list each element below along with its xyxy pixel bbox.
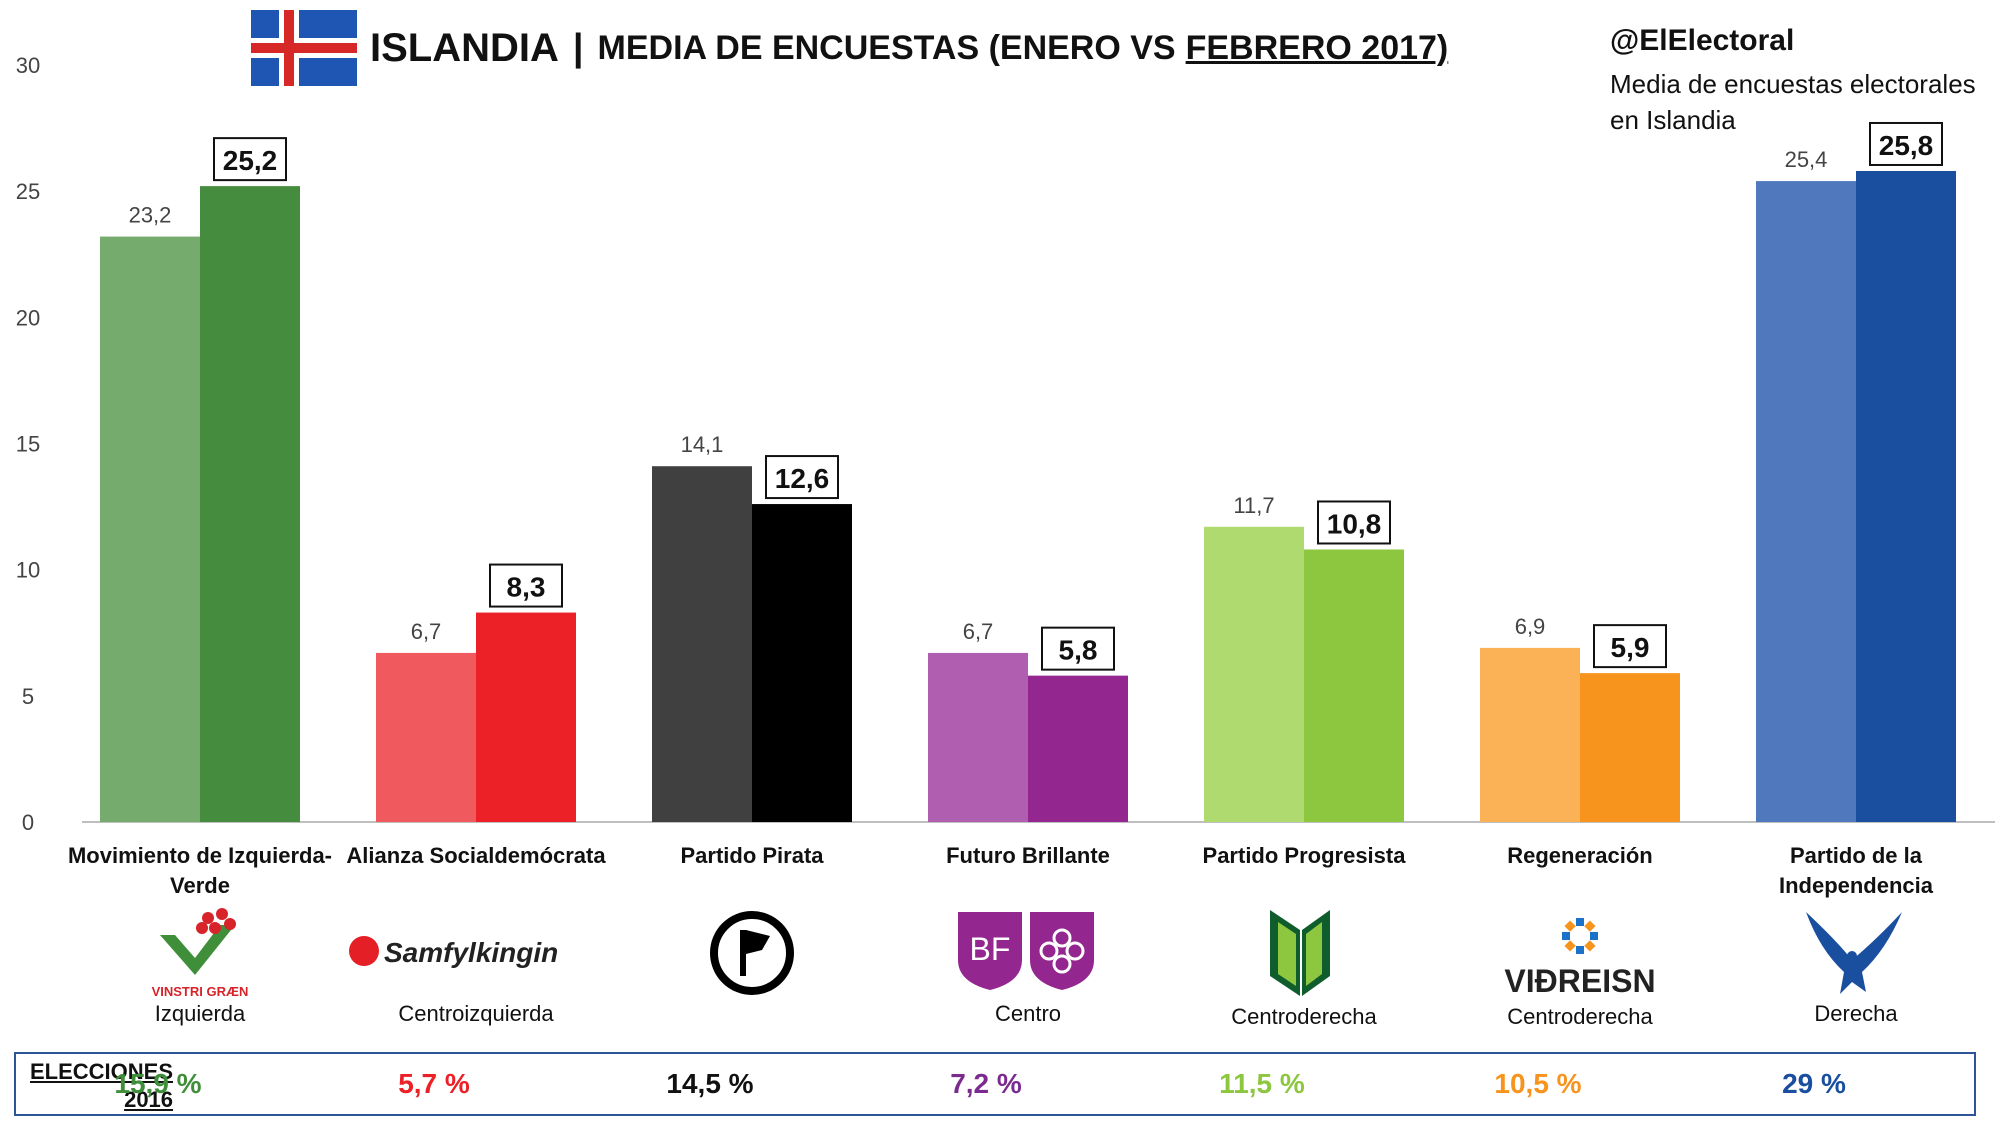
title-subtitle-underlined: FEBRERO 2017) [1185, 29, 1449, 67]
title-subtitle: MEDIA DE ENCUESTAS (ENERO VS [597, 29, 1176, 67]
data-label-box [489, 563, 563, 608]
ideology-label: Derecha [1814, 1001, 1898, 1026]
bar-febrero [1304, 549, 1404, 822]
svg-text:Samfylkingin: Samfylkingin [384, 937, 558, 968]
y-tick-label: 5 [22, 684, 34, 709]
data-label-febrero: 5,9 [1611, 632, 1650, 663]
chart-title: ISLANDIA | MEDIA DE ENCUESTAS (ENERO VS … [370, 26, 1448, 71]
bar-enero [928, 652, 1028, 822]
y-tick-label: 15 [16, 432, 40, 457]
data-label-box [765, 455, 839, 500]
category-label: Movimiento de Izquierda- [68, 843, 332, 868]
bar-enero [1204, 526, 1304, 822]
svg-text:BF: BF [970, 931, 1011, 967]
category-label: Verde [170, 873, 230, 898]
author-handle: @ElElectoral [1610, 24, 1795, 57]
election-result-value: 7,2 % [950, 1068, 1022, 1099]
data-label-enero: 25,4 [1785, 147, 1828, 172]
data-label-enero: 23,2 [129, 203, 172, 228]
category-label: Partido Progresista [1203, 843, 1407, 868]
vidreisn-logo-icon: VIÐREISN [1504, 918, 1656, 999]
description-line-1: Media de encuestas electorales [1610, 69, 1976, 99]
title-country: ISLANDIA [370, 26, 559, 70]
ideology-label: Centroderecha [1507, 1004, 1653, 1029]
bar-enero [376, 652, 476, 822]
election-result-value: 15,9 % [114, 1068, 202, 1099]
election-result-value: 5,7 % [398, 1068, 470, 1099]
bar-enero [652, 466, 752, 822]
data-label-febrero: 25,8 [1879, 130, 1934, 161]
framsokn-logo-icon [1270, 910, 1330, 996]
y-tick-label: 20 [16, 305, 40, 330]
category-label: Alianza Socialdemócrata [346, 843, 606, 868]
data-label-febrero: 12,6 [775, 463, 830, 494]
sjalfstaedisflokkur-logo-icon [1806, 912, 1902, 994]
bar-enero [1480, 647, 1580, 822]
data-label-box [213, 137, 287, 182]
ideology-label: Centroizquierda [398, 1001, 554, 1026]
election-result-value: 14,5 % [666, 1068, 754, 1099]
bar-febrero [200, 186, 300, 822]
title-separator: | [572, 27, 584, 69]
vinstri-graen-logo-icon: VINSTRI GRÆN [152, 908, 249, 999]
data-label-febrero: 8,3 [507, 572, 546, 603]
elections-label: ELECCIONES 2016 [30, 1058, 173, 1114]
elections-2016-row: ELECCIONES 2016 15,9 % 5,7 % 14,5 % 7,2 % 11… [14, 1052, 1976, 1116]
data-label-box [1041, 626, 1115, 671]
data-label-box [1317, 500, 1391, 545]
y-tick-label: 10 [16, 558, 40, 583]
ideology-label: Izquierda [155, 1001, 246, 1026]
y-tick-label: 30 [16, 53, 40, 78]
data-label-enero: 11,7 [1233, 493, 1274, 518]
description-line-2: en Islandia [1610, 105, 1736, 135]
election-result-value: 11,5 % [1219, 1068, 1305, 1099]
svg-text:VIÐREISN: VIÐREISN [1504, 963, 1655, 999]
elections-label-line-2: 2016 [124, 1087, 174, 1112]
data-label-box [1869, 121, 1943, 166]
ideology-label: Centroderecha [1231, 1004, 1377, 1029]
data-label-box [1593, 624, 1667, 669]
bar-enero [1756, 181, 1856, 822]
category-label: Futuro Brillante [946, 843, 1110, 868]
iceland-flag-icon [251, 10, 357, 86]
elections-label-line-1: ELECCIONES [30, 1059, 174, 1084]
bar-enero [100, 236, 200, 822]
category-label: Partido Pirata [680, 843, 824, 868]
category-label: Regeneración [1507, 843, 1653, 868]
svg-text:VINSTRI GRÆN: VINSTRI GRÆN [152, 984, 249, 999]
y-tick-label: 25 [16, 179, 40, 204]
piratar-logo-icon [710, 911, 794, 995]
data-label-enero: 6,7 [411, 619, 442, 644]
ideology-label: Centro [995, 1001, 1061, 1026]
samfylkingin-logo-icon: Samfylkingin [349, 936, 558, 968]
y-tick-label: 0 [22, 810, 34, 835]
election-result-value: 29 % [1782, 1068, 1846, 1099]
data-label-febrero: 25,2 [223, 145, 278, 176]
bar-febrero [1028, 675, 1128, 822]
bar-febrero [1580, 673, 1680, 822]
data-label-febrero: 10,8 [1327, 508, 1382, 539]
category-label: Independencia [1779, 873, 1934, 898]
chart-description: Media de encuestas electorales en Island… [1610, 66, 1990, 138]
bjort-framtid-logo-icon: BF [958, 912, 1094, 990]
data-label-febrero: 5,8 [1059, 635, 1098, 666]
data-label-enero: 6,9 [1515, 614, 1546, 639]
bar-febrero [752, 504, 852, 822]
data-label-enero: 14,1 [681, 432, 724, 457]
election-result-value: 10,5 % [1494, 1068, 1582, 1099]
data-label-enero: 6,7 [963, 619, 994, 644]
bar-febrero [476, 612, 576, 822]
category-label: Partido de la [1790, 843, 1923, 868]
bar-febrero [1856, 170, 1956, 823]
